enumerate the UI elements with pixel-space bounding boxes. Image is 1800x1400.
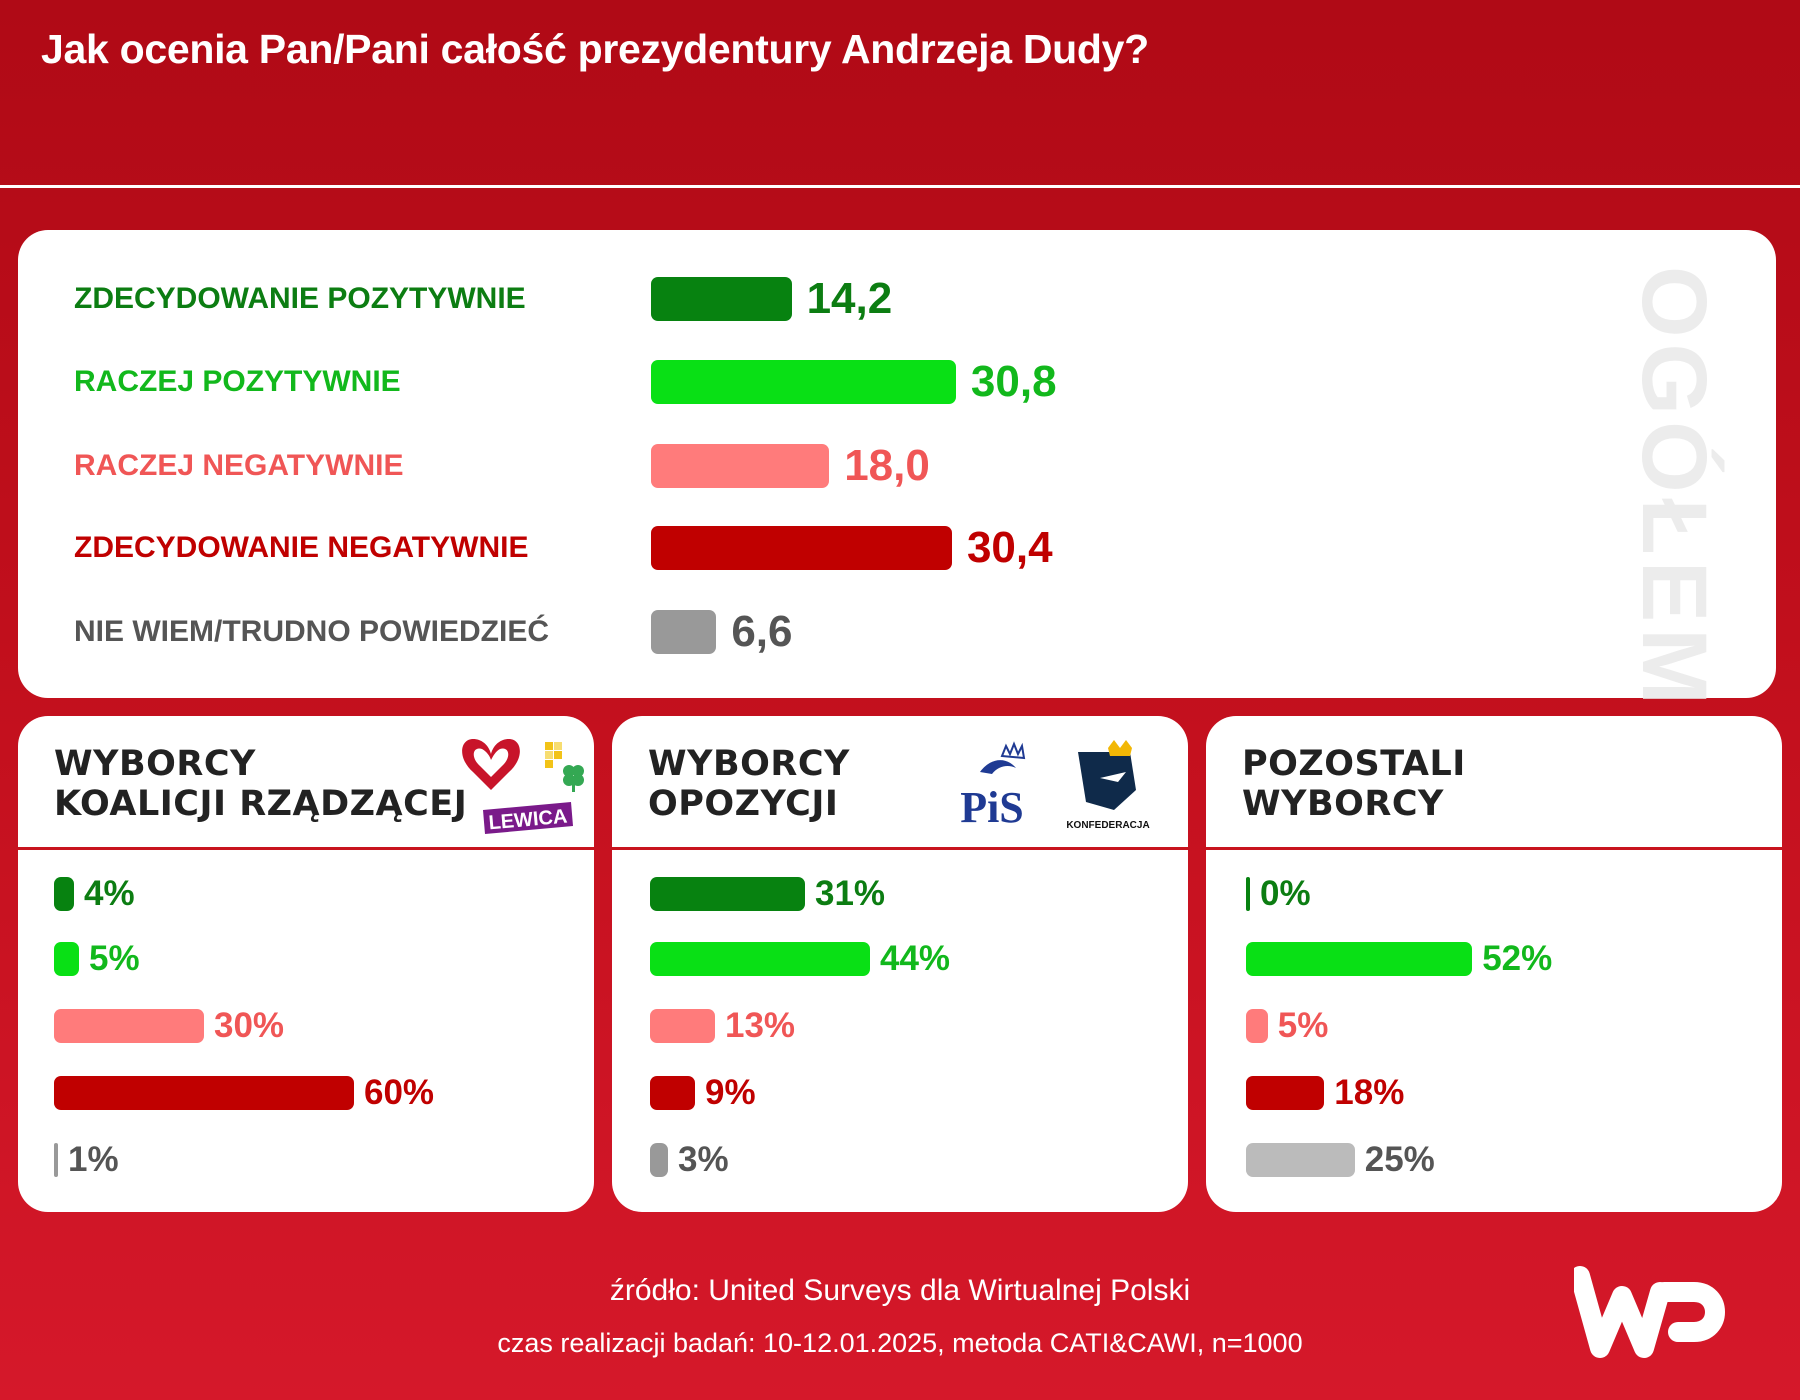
bar-zdecydowanie-pozytywnie [650, 877, 805, 911]
value-label: 13% [725, 1006, 796, 1045]
wp-logo [1574, 1266, 1725, 1358]
title-line: KOALICJI RZĄDZĄCEJ [54, 784, 468, 824]
bar-nie-wiem-trudno-powiedziec [651, 610, 717, 654]
panel-divider [1206, 847, 1782, 850]
bar-nie-wiem-trudno-powiedziec [54, 1143, 58, 1177]
value-label: 25% [1364, 1140, 1435, 1179]
category-label-raczej-negatywnie: RACZEJ NEGATYWNIE [74, 449, 404, 482]
opposition-voters-title: WYBORCY OPOZYCJI [648, 744, 850, 824]
clover-logo [563, 765, 584, 792]
bar-raczej-pozytywnie [651, 360, 956, 404]
value-label: 0% [1260, 874, 1311, 913]
value-label: 44% [880, 939, 951, 978]
bar-zdecydowanie-pozytywnie [54, 877, 74, 911]
bar-raczej-pozytywnie [1246, 942, 1473, 976]
opposition-voters-card: WYBORCY OPOZYCJI PiS KONFEDERACJA 31% 44%… [612, 716, 1188, 1212]
value-label: 30% [214, 1006, 285, 1045]
source-text: źródło: United Surveys dla Wirtualnej Po… [609, 1274, 1191, 1307]
coalition-voters-card: WYBORCY KOALICJI RZĄDZĄCEJ LEWICA 4% 5% 30… [18, 716, 594, 1212]
category-label-zdecydowanie-pozytywnie: ZDECYDOWANIE POZYTYWNIE [74, 282, 526, 315]
value-label: 60% [364, 1073, 435, 1112]
bar-raczej-pozytywnie [54, 942, 79, 976]
other-voters-title: POZOSTALI WYBORCY [1242, 744, 1466, 824]
bar-raczej-negatywnie [650, 1009, 715, 1043]
category-label-zdecydowanie-negatywnie: ZDECYDOWANIE NEGATYWNIE [74, 531, 529, 564]
opposition-party-logos: PiS KONFEDERACJA [960, 740, 1150, 832]
bar-raczej-negatywnie [54, 1009, 204, 1043]
lewica-logo: LEWICA [483, 802, 573, 834]
bar-zdecydowanie-negatywnie [1246, 1076, 1325, 1110]
bar-raczej-negatywnie [1246, 1009, 1268, 1043]
bar-nie-wiem-trudno-powiedziec [650, 1143, 668, 1177]
title-line: WYBORCY [648, 744, 850, 784]
value-label: 52% [1482, 939, 1553, 978]
bar-zdecydowanie-negatywnie [54, 1076, 354, 1110]
coalition-party-logos: LEWICA [462, 738, 584, 834]
bar-nie-wiem-trudno-powiedziec [1246, 1143, 1355, 1177]
value-label: 31% [815, 874, 886, 913]
konfederacja-logo: KONFEDERACJA [1066, 740, 1150, 831]
title-line: OPOZYCJI [648, 784, 839, 824]
chart-title: Jak ocenia Pan/Pani całość prezydentury … [41, 26, 1149, 72]
title-line: WYBORCY [54, 744, 256, 784]
value-label: 3% [678, 1140, 729, 1179]
bar-zdecydowanie-negatywnie [650, 1076, 695, 1110]
pis-logo: PiS [960, 741, 1026, 832]
title-line: POZOSTALI [1242, 744, 1466, 784]
value-label: 18,0 [844, 441, 930, 490]
category-label-raczej-pozytywnie: RACZEJ POZYTYWNIE [74, 365, 401, 398]
svg-text:PiS: PiS [960, 783, 1024, 832]
category-label-nie-wiem-trudno-powiedziec: NIE WIEM/TRUDNO POWIEDZIEĆ [74, 615, 549, 648]
survey-details: czas realizacji badań: 10-12.01.2025, me… [497, 1328, 1303, 1358]
value-label: 1% [68, 1140, 119, 1179]
overall-card: OGÓŁEM ZDECYDOWANIE POZYTYWNIE 14,2 RACZEJ… [18, 230, 1776, 711]
bar-zdecydowanie-negatywnie [651, 526, 952, 570]
value-label: 5% [89, 939, 140, 978]
bar-raczej-pozytywnie [650, 942, 870, 976]
bar-zdecydowanie-pozytywnie [651, 277, 792, 321]
value-label: 9% [705, 1073, 756, 1112]
panel-divider [612, 847, 1188, 850]
header-divider [0, 185, 1800, 188]
bar-raczej-negatywnie [651, 444, 830, 488]
value-label: 6,6 [731, 607, 793, 656]
svg-text:KONFEDERACJA: KONFEDERACJA [1066, 820, 1149, 831]
coalition-voters-title: WYBORCY KOALICJI RZĄDZĄCEJ [54, 744, 467, 824]
value-label: 14,2 [806, 274, 893, 323]
value-label: 5% [1277, 1006, 1329, 1045]
value-label: 4% [84, 874, 135, 913]
value-label: 18% [1334, 1073, 1405, 1112]
polska-2050-logo [545, 742, 562, 768]
other-voters-card: POZOSTALI WYBORCY 0% 52% 5% 18% 25% [1206, 716, 1782, 1212]
value-label: 30,8 [970, 357, 1057, 406]
panel-divider [18, 847, 594, 850]
value-label: 30,4 [966, 523, 1053, 572]
overall-label: OGÓŁEM [1623, 266, 1725, 711]
bar-zdecydowanie-pozytywnie [1246, 877, 1250, 911]
title-line: WYBORCY [1242, 784, 1444, 824]
